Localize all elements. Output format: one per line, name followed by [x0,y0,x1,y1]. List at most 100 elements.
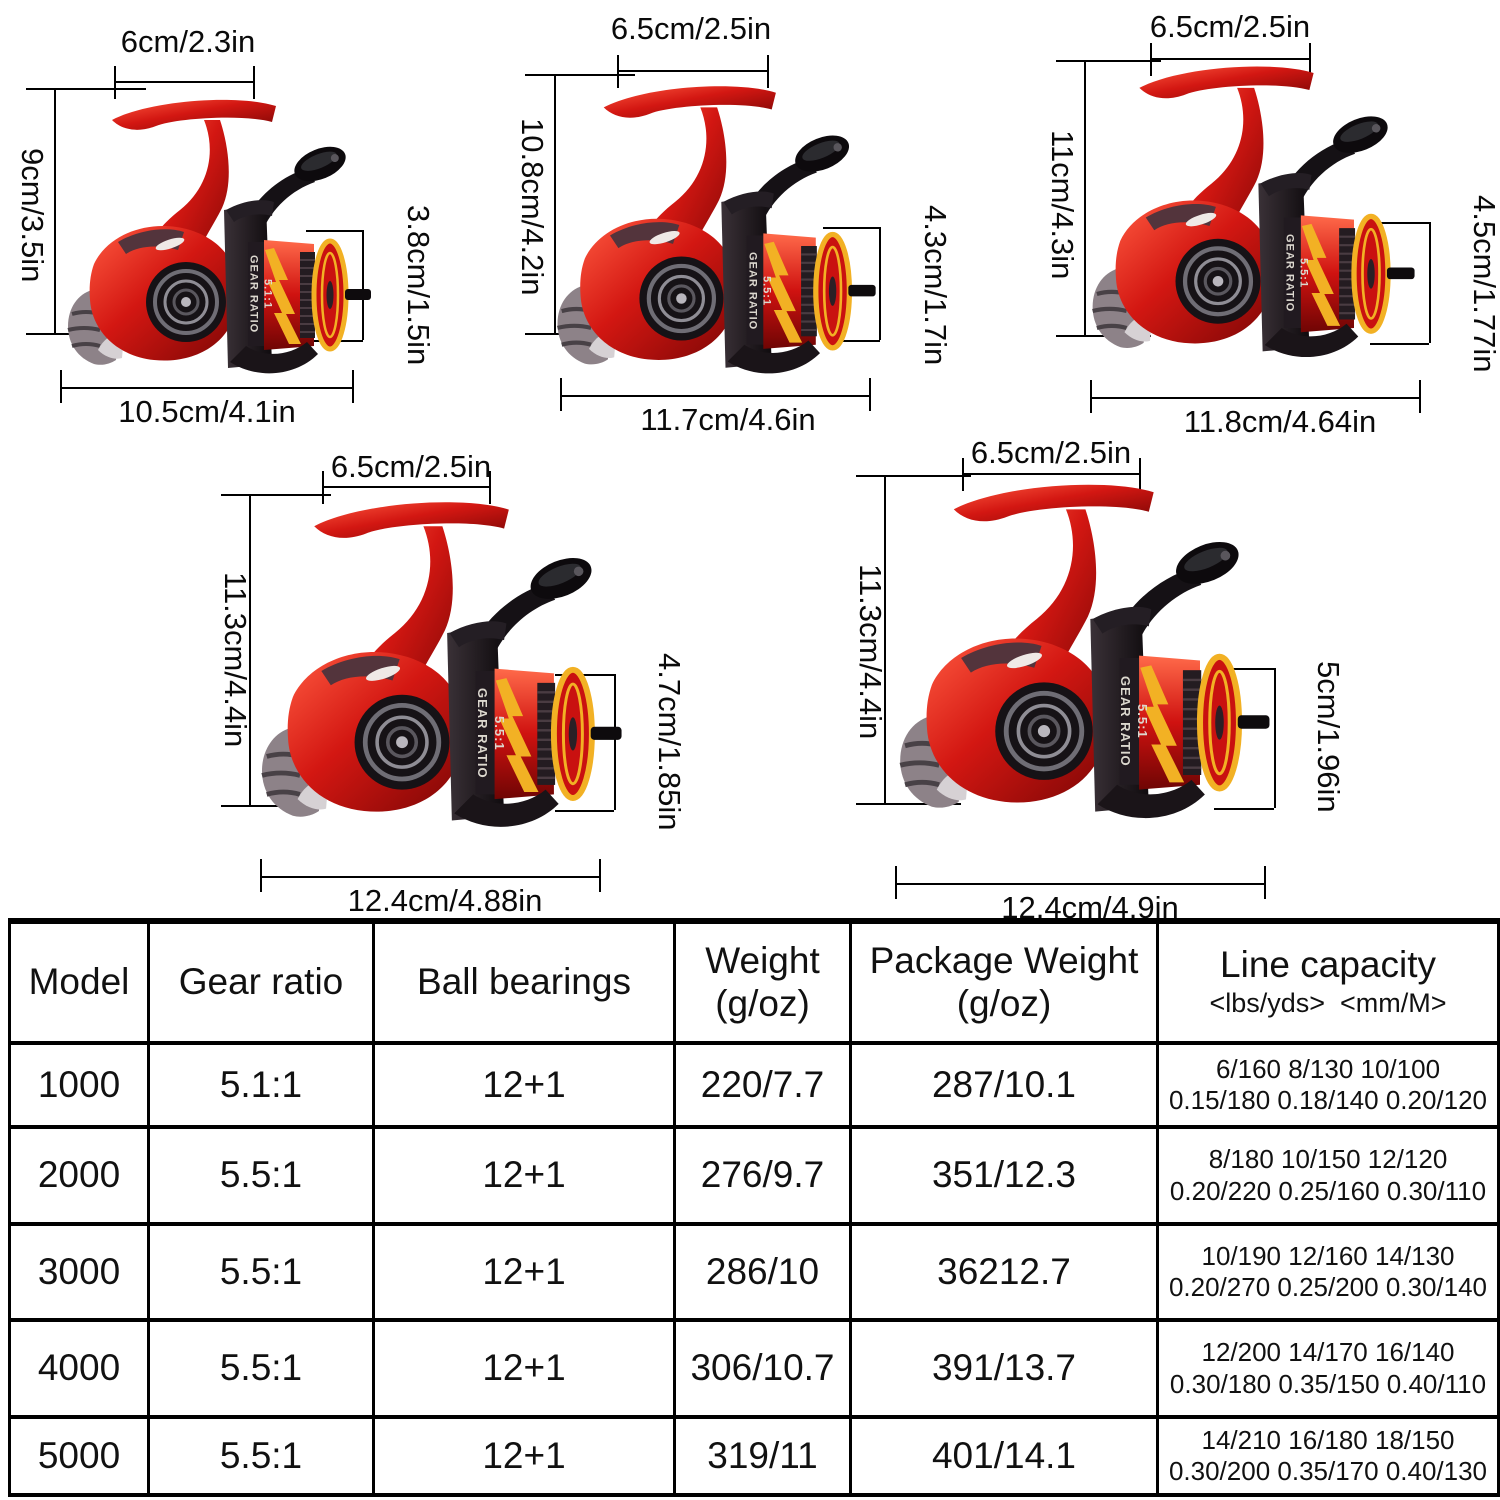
spool-gear-ratio-text: 5.5:1 GEAR RATIO [1283,233,1310,313]
dim-tick [895,866,897,899]
dim-tick [260,859,262,892]
reel-photo [58,92,378,392]
dim-line [1429,222,1431,343]
dim-left-label: 10.8cm/4.2in [515,118,550,296]
dim-tick [489,471,491,504]
cell-gear-ratio: 5.5:1 [147,1222,375,1322]
cell-gear-ratio: 5.5:1 [147,1415,375,1497]
reel-figure-1: 6cm/2.3in 9cm/3.5in 3.8cm/1.5in 10.5cm/4… [10,10,445,440]
cell-model: 5000 [8,1415,150,1497]
dim-tick [1419,380,1421,413]
dim-tick [525,74,635,76]
table-header-row: Model Gear ratio Ball bearings Weight (g… [8,918,1500,1045]
cell-line-capacity: 14/210 16/180 18/150 0.30/200 0.35/170 0… [1156,1415,1500,1497]
dim-line [560,395,870,397]
dim-tick [555,674,614,676]
dim-line [249,494,251,805]
table-row: 5000 5.5:1 12+1 319/11 401/14.1 14/210 1… [8,1415,1500,1497]
dim-tick [962,458,964,491]
dim-tick [221,494,331,496]
dim-line [614,674,616,810]
dim-tick [555,810,614,812]
dim-bottom-label: 10.5cm/4.1in [118,394,296,429]
dim-tick [1370,222,1429,224]
dim-line [1084,60,1086,335]
header-ball-bearings: Ball bearings [372,918,676,1045]
dim-tick [221,805,321,807]
dim-line [362,230,364,340]
dim-line [260,876,600,878]
dim-tick [823,227,880,229]
reel-photo [250,493,630,849]
dim-tick [60,370,62,403]
cell-ball-bearings: 12+1 [372,1041,676,1129]
dim-tick [306,230,363,232]
dim-tick [1214,808,1274,810]
reel-photo [1082,58,1422,377]
cell-package-weight: 36212.7 [849,1222,1159,1322]
cell-weight: 306/10.7 [673,1318,852,1419]
dim-right-label: 5cm/1.96in [1311,661,1346,813]
cell-line-capacity: 8/180 10/150 12/120 0.20/220 0.25/160 0.… [1156,1125,1500,1226]
dim-tick [560,378,562,411]
reel-photo [547,78,883,393]
cell-package-weight: 391/13.7 [849,1318,1159,1419]
dim-tick [352,370,354,403]
dim-line [617,70,768,72]
cell-weight: 319/11 [673,1415,852,1497]
cell-gear-ratio: 5.5:1 [147,1318,375,1419]
table-row: 1000 5.1:1 12+1 220/7.7 287/10.1 6/160 8… [8,1041,1500,1129]
cell-ball-bearings: 12+1 [372,1125,676,1226]
reel-figure-2: 6.5cm/2.5in 10.8cm/4.2in 4.3cm/1.7in 11.… [505,0,957,445]
dim-line [1150,58,1310,60]
dim-tick [1139,458,1141,491]
dim-tick [856,803,961,805]
dim-bottom-label: 11.8cm/4.64in [1183,404,1377,439]
dim-line [1274,668,1276,808]
reel-photo [888,475,1278,841]
dim-line [895,883,1265,885]
dim-tick [1090,380,1092,413]
dim-line [879,227,881,340]
dim-top-label: 6.5cm/2.5in [330,449,492,484]
dim-line [1090,397,1420,399]
cell-line-capacity: 12/200 14/170 16/140 0.30/180 0.35/150 0… [1156,1318,1500,1419]
dim-tick [617,55,619,88]
dim-line [554,74,556,333]
dim-left-label: 11.3cm/4.4in [853,564,888,740]
dim-left-label: 11.3cm/4.4in [218,571,253,748]
reel-figure-3: 6.5cm/2.5in 11cm/4.3in 4.5cm/1.77in 11.8… [1040,0,1500,448]
dim-line [54,88,56,333]
dim-top-label: 6cm/2.3in [120,24,256,59]
cell-line-capacity: 10/190 12/160 14/130 0.20/270 0.25/200 0… [1156,1222,1500,1322]
spool-gear-ratio-text: 5.5:1 GEAR RATIO [1117,676,1150,767]
dim-tick [253,66,255,99]
header-gear-ratio: Gear ratio [147,918,375,1045]
dim-line [322,486,490,488]
dim-right-label: 4.7cm/1.85in [652,653,687,831]
dim-tick [1214,668,1274,670]
dim-tick [1370,343,1429,345]
cell-package-weight: 401/14.1 [849,1415,1159,1497]
dim-left-label: 9cm/3.5in [15,148,50,283]
dim-tick [599,859,601,892]
cell-weight: 276/9.7 [673,1125,852,1226]
reel-figure-4: 6.5cm/2.5in 11.3cm/4.4in 4.7cm/1.85in 12… [215,440,693,918]
cell-ball-bearings: 12+1 [372,1415,676,1497]
dim-bottom-label: 12.4cm/4.88in [347,883,543,918]
dim-right-label: 3.8cm/1.5in [401,205,436,366]
dim-bottom-label: 11.7cm/4.6in [640,402,816,437]
table-row: 3000 5.5:1 12+1 286/10 36212.7 10/190 12… [8,1222,1500,1322]
cell-model: 2000 [8,1125,150,1226]
dim-tick [1264,866,1266,899]
cell-package-weight: 287/10.1 [849,1041,1159,1129]
dim-tick [1056,60,1161,62]
cell-line-capacity: 6/160 8/130 10/100 0.15/180 0.18/140 0.2… [1156,1041,1500,1129]
dim-tick [1150,43,1152,76]
dim-right-label: 4.5cm/1.77in [1467,194,1500,373]
cell-gear-ratio: 5.1:1 [147,1041,375,1129]
cell-ball-bearings: 12+1 [372,1222,676,1322]
cell-gear-ratio: 5.5:1 [147,1125,375,1226]
dim-tick [114,66,116,99]
dim-line [114,81,254,83]
